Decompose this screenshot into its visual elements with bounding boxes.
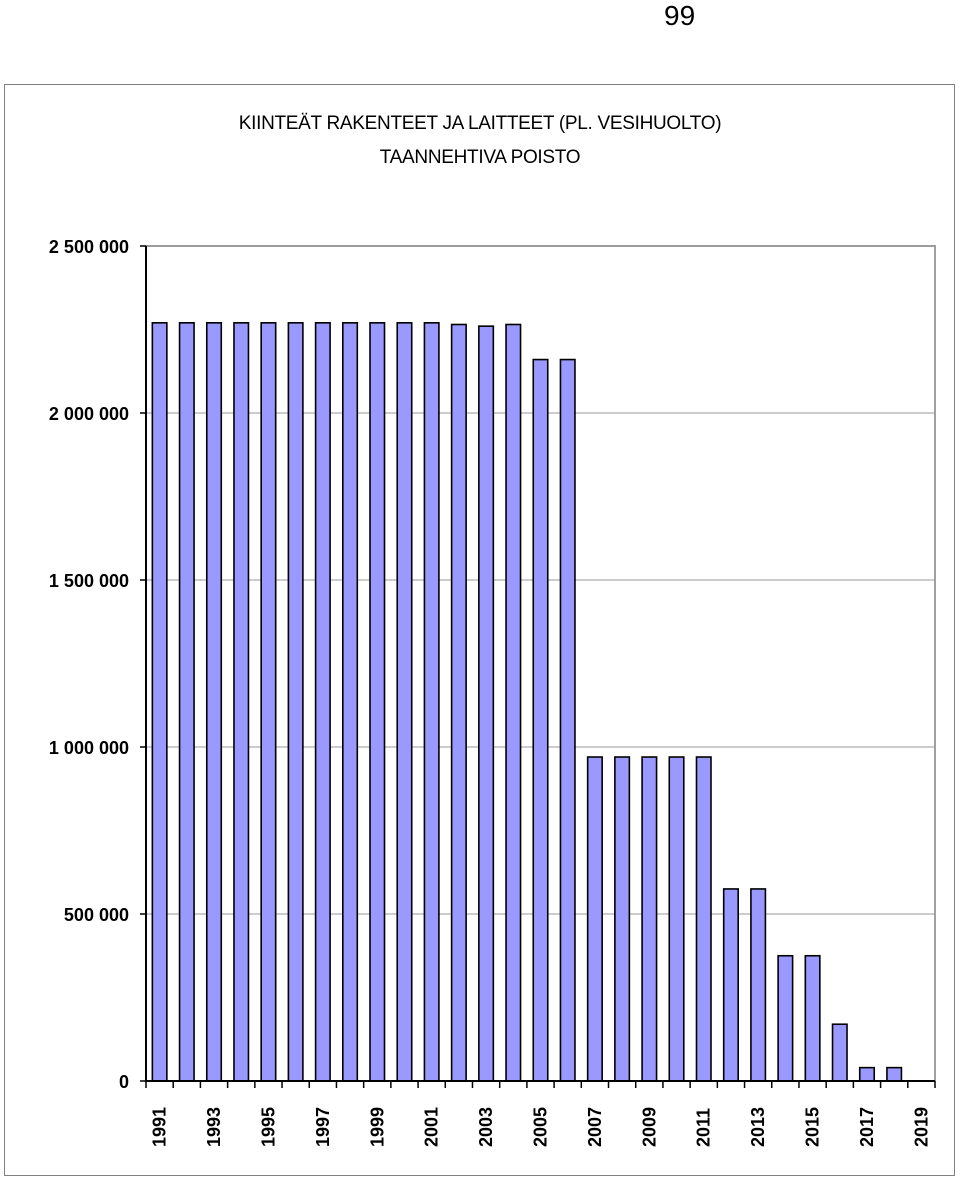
x-tick-label: 2001 [422,1107,442,1147]
bar-2001 [423,322,440,1082]
x-tick-label: 2003 [476,1107,496,1147]
x-tick-label: 1997 [313,1107,333,1147]
bar-2013 [750,888,767,1082]
x-tick-label: 2015 [803,1107,823,1147]
bar-2005 [532,358,549,1082]
bar-2000 [396,322,413,1082]
x-tick-label: 2005 [531,1107,551,1147]
bar-1998 [341,322,359,1082]
y-tick-label: 1 000 000 [49,738,129,758]
bar-2018 [886,1066,903,1082]
bar-2012 [722,888,740,1082]
bar-layer [151,322,903,1082]
x-tick-label: 1995 [258,1107,278,1147]
bar-1999 [369,322,386,1082]
bar-1992 [178,322,195,1082]
bar-2009 [641,756,658,1082]
bar-2014 [777,954,794,1082]
bar-2003 [478,325,495,1082]
y-tick-label: 500 000 [64,905,129,925]
bar-1994 [233,322,250,1082]
axis-layer [140,245,936,1088]
y-tick-label: 0 [119,1072,129,1092]
bar-1995 [260,322,277,1082]
chart-subtitle: TAANNEHTIVA POISTO [379,147,581,168]
x-tick-label: 1993 [204,1107,224,1147]
x-tick-label: 1991 [150,1107,170,1147]
bar-2008 [614,756,631,1082]
bar-2010 [668,756,685,1082]
bar-2006 [559,358,576,1082]
bar-2007 [586,756,603,1082]
y-tick-label: 1 500 000 [49,571,129,591]
y-tick-label: 2 500 000 [49,237,129,257]
x-tick-label: 2017 [857,1107,877,1147]
bar-1996 [287,322,304,1082]
chart-frame [4,84,955,1176]
bar-2011 [695,756,712,1082]
label-layer: 0 500 000 1 000 000 1 500 000 2 000 000 2 500… [49,237,931,1147]
x-tick-label: 1999 [367,1107,387,1147]
chart-title: KIINTEÄT RAKENTEET JA LAITTEET (PL. VESI… [238,113,722,134]
bar-2015 [804,954,821,1082]
bar-2004 [505,323,522,1082]
bar-2016 [831,1023,848,1082]
bar-1997 [314,322,331,1082]
x-tick-label: 2009 [639,1107,659,1147]
x-tick-label: 2007 [585,1107,605,1147]
bar-2017 [858,1066,876,1082]
page-number: 99 [664,0,696,31]
bar-1993 [205,322,223,1082]
bar-1991 [151,322,168,1082]
bar-2002 [450,323,467,1082]
x-tick-label: 2019 [911,1107,931,1147]
x-tick-label: 2011 [694,1108,714,1147]
x-tick-label: 2013 [748,1107,768,1147]
y-tick-label: 2 000 000 [49,404,129,424]
